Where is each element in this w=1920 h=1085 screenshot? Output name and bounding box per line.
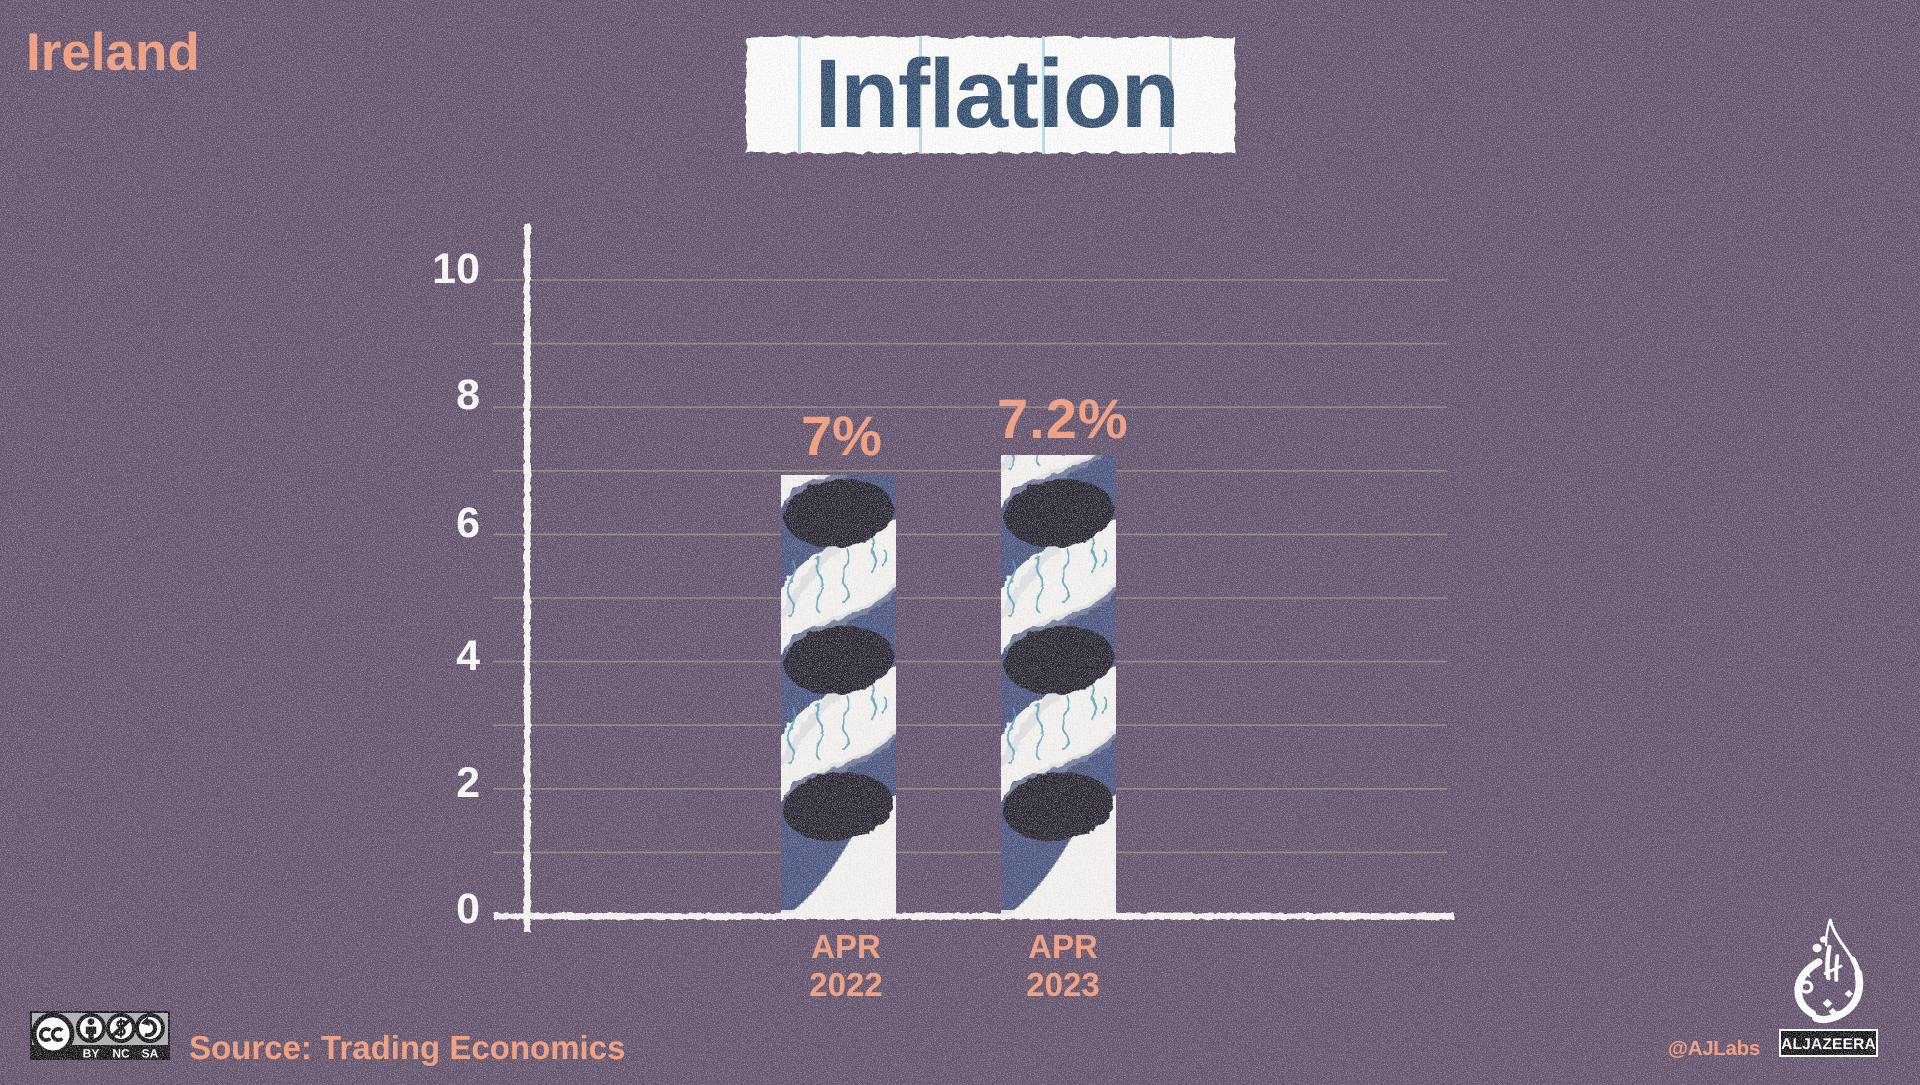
svg-text:SA: SA <box>142 1047 159 1060</box>
svg-text:BY: BY <box>83 1046 100 1060</box>
svg-text:NC: NC <box>112 1046 130 1060</box>
svg-text:ALJAZEERA: ALJAZEERA <box>1781 1036 1876 1053</box>
